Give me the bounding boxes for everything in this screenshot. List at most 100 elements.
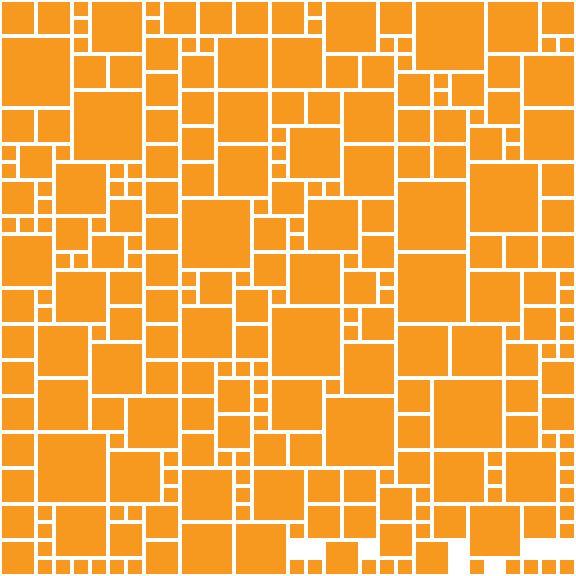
orange-square-tile <box>506 326 520 340</box>
orange-square-tile <box>128 254 142 268</box>
orange-square-tile <box>182 290 196 304</box>
orange-square-tile <box>326 380 340 394</box>
orange-square-tile <box>110 452 160 502</box>
orange-square-tile <box>2 326 34 358</box>
orange-square-tile <box>92 218 106 232</box>
orange-square-tile <box>344 308 358 322</box>
orange-square-tile <box>326 2 376 52</box>
orange-square-tile <box>506 344 538 376</box>
orange-square-tile <box>362 236 394 268</box>
orange-square-tile <box>38 380 88 430</box>
orange-square-tile <box>236 326 268 358</box>
orange-square-tile <box>254 416 268 430</box>
orange-square-tile <box>308 20 322 34</box>
orange-square-tile <box>146 74 178 106</box>
orange-square-tile <box>560 272 574 286</box>
orange-square-tile <box>272 38 322 88</box>
orange-square-tile <box>290 218 304 232</box>
orange-square-tile <box>56 560 70 574</box>
orange-square-tile <box>416 542 448 574</box>
orange-square-tile <box>92 560 106 574</box>
orange-square-tile <box>110 524 142 556</box>
orange-square-tile <box>290 524 304 538</box>
orange-square-tile <box>272 2 304 34</box>
orange-square-tile <box>398 74 430 106</box>
orange-square-tile <box>146 542 178 574</box>
orange-square-tile <box>326 182 340 196</box>
orange-square-tile <box>542 200 574 232</box>
orange-square-tile <box>434 506 466 538</box>
orange-square-tile <box>506 128 520 142</box>
orange-square-tile <box>164 452 178 466</box>
orange-square-tile <box>470 560 484 574</box>
orange-square-tile <box>560 452 574 466</box>
orange-square-tile <box>200 38 214 52</box>
orange-square-tile <box>218 146 268 196</box>
orange-square-tile <box>542 164 574 196</box>
orange-square-tile <box>470 164 538 232</box>
orange-square-tile <box>524 272 556 304</box>
orange-square-tile <box>308 182 322 196</box>
orange-square-tile <box>380 560 394 574</box>
orange-square-tile <box>254 470 304 520</box>
orange-square-tile <box>344 272 376 304</box>
orange-square-tile <box>488 56 520 88</box>
orange-square-tile <box>542 560 556 574</box>
orange-square-tile <box>308 92 340 124</box>
orange-square-tile <box>344 146 394 196</box>
orange-square-tile <box>380 272 394 286</box>
orange-square-tile <box>326 56 358 88</box>
orange-square-tile <box>398 326 448 376</box>
orange-square-tile <box>506 236 538 268</box>
orange-square-tile <box>2 2 34 34</box>
orange-square-tile <box>56 146 70 160</box>
orange-square-tile <box>146 506 178 538</box>
orange-square-tile <box>56 254 70 268</box>
orange-square-tile <box>344 92 394 142</box>
orange-square-tile <box>416 488 430 502</box>
orange-square-tile <box>56 218 88 250</box>
orange-square-tile <box>92 344 142 394</box>
orange-square-tile <box>2 236 52 286</box>
orange-square-tile <box>182 470 232 520</box>
orange-square-tile <box>560 308 574 322</box>
orange-square-tile <box>2 290 34 322</box>
orange-square-tile <box>434 380 502 448</box>
orange-square-tile <box>236 272 250 286</box>
orange-square-tile <box>524 506 556 538</box>
orange-square-tile <box>182 38 196 52</box>
orange-square-tile <box>38 560 52 574</box>
orange-square-tile <box>290 236 304 250</box>
orange-square-tile <box>92 326 106 340</box>
orange-square-tile <box>560 506 574 520</box>
orange-square-tile <box>254 254 286 286</box>
orange-square-tile <box>182 128 214 160</box>
orange-square-tile <box>254 434 286 466</box>
orange-square-tile <box>416 2 484 70</box>
orange-square-tile <box>110 200 142 232</box>
orange-square-tile <box>380 38 394 52</box>
orange-square-tile <box>92 398 124 430</box>
orange-square-tile <box>380 470 394 484</box>
orange-square-tile <box>308 506 340 538</box>
orange-square-tile <box>164 2 196 34</box>
orange-square-tile <box>542 236 574 268</box>
orange-square-tile <box>524 308 556 340</box>
orange-square-tile <box>74 38 88 52</box>
orange-square-tile <box>146 218 178 250</box>
orange-square-tile <box>542 398 574 430</box>
orange-square-tile <box>74 2 88 16</box>
orange-square-tile <box>236 524 286 574</box>
orange-square-tile <box>380 488 412 520</box>
orange-square-tile <box>506 560 520 574</box>
orange-square-tile <box>344 326 358 340</box>
orange-square-tile <box>38 506 52 520</box>
orange-square-tile <box>434 110 466 142</box>
orange-square-tile <box>254 398 268 412</box>
orange-square-tile <box>128 182 142 196</box>
orange-square-tile <box>218 416 250 448</box>
orange-square-tile <box>362 560 376 574</box>
orange-square-tile <box>128 398 178 448</box>
orange-square-tile <box>128 560 142 574</box>
